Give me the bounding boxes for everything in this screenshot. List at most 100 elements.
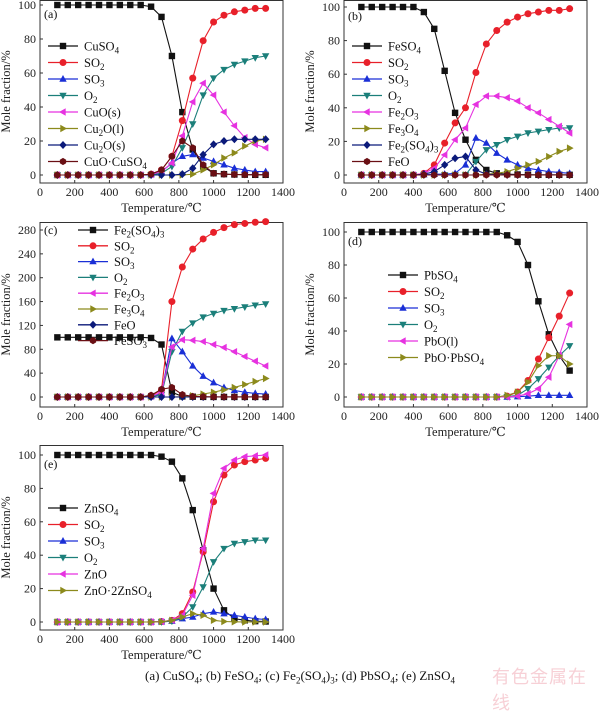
x-tick-label: 0 bbox=[341, 409, 347, 423]
data-point bbox=[358, 393, 366, 401]
data-point bbox=[483, 228, 490, 236]
legend-label: CuSO4 bbox=[84, 40, 120, 56]
y-tick-label: 80 bbox=[24, 342, 36, 356]
data-point bbox=[240, 452, 248, 461]
data-point bbox=[513, 133, 522, 141]
series-feo bbox=[358, 171, 573, 179]
x-tick-label: 200 bbox=[370, 185, 388, 199]
data-point bbox=[209, 91, 217, 99]
legend-label: Cu2O(l) bbox=[84, 122, 124, 138]
series-feso3 bbox=[54, 383, 269, 401]
data-point bbox=[231, 615, 238, 622]
panel-d: 0 200 400 600 800 1000 1200 1400 0 20 40 60 80 100 Tem… bbox=[303, 222, 599, 439]
data-point bbox=[462, 228, 469, 236]
data-point bbox=[546, 352, 553, 360]
legend-label: O2 bbox=[424, 318, 438, 334]
data-point bbox=[524, 130, 532, 137]
data-point bbox=[525, 161, 532, 169]
panel-c: 0 200 400 600 800 1000 1200 1400 0 40 80 120 160 200 2… bbox=[0, 218, 295, 439]
data-point bbox=[178, 132, 186, 140]
data-point bbox=[127, 618, 135, 626]
legend-marker bbox=[364, 124, 371, 133]
data-point bbox=[566, 144, 574, 152]
data-point bbox=[261, 135, 270, 144]
data-point bbox=[117, 618, 124, 626]
data-point bbox=[106, 618, 114, 626]
data-point bbox=[261, 537, 270, 545]
y-tick-label: 40 bbox=[328, 324, 340, 338]
series-cuo-cuso4 bbox=[54, 137, 269, 179]
data-point bbox=[462, 393, 470, 401]
y-tick-label: 60 bbox=[328, 67, 340, 81]
data-point bbox=[231, 383, 239, 392]
x-tick-label: 200 bbox=[370, 409, 388, 423]
data-point bbox=[168, 334, 176, 342]
data-point bbox=[525, 378, 532, 386]
data-point bbox=[74, 451, 82, 459]
y-tick-label: 100 bbox=[322, 225, 340, 239]
legend-label: ZnO·2ZnSO4 bbox=[84, 584, 152, 600]
x-tick-label: 200 bbox=[66, 409, 84, 423]
legend-label: PbSO4 bbox=[424, 269, 458, 285]
data-point bbox=[262, 393, 269, 401]
data-point bbox=[147, 391, 155, 399]
data-point bbox=[220, 170, 228, 178]
data-point bbox=[188, 336, 196, 345]
data-point bbox=[441, 139, 449, 147]
y-tick-label: 60 bbox=[24, 66, 36, 80]
data-point bbox=[64, 334, 71, 341]
data-point bbox=[523, 390, 531, 398]
y-tick-label: 60 bbox=[328, 291, 340, 305]
data-point bbox=[64, 171, 71, 179]
data-point bbox=[95, 334, 103, 341]
data-point bbox=[451, 154, 459, 163]
legend-label: PbO·PbSO4 bbox=[424, 351, 485, 367]
data-point bbox=[410, 3, 417, 11]
data-point bbox=[209, 310, 218, 318]
x-tick-label: 800 bbox=[170, 632, 188, 646]
data-point bbox=[440, 160, 449, 169]
data-point bbox=[524, 171, 532, 179]
data-point bbox=[209, 340, 217, 349]
data-point bbox=[95, 393, 103, 401]
data-point bbox=[95, 171, 103, 179]
data-point bbox=[137, 334, 144, 341]
data-point bbox=[358, 228, 365, 236]
data-point bbox=[252, 618, 260, 626]
x-tick-label: 1400 bbox=[575, 185, 599, 199]
data-point bbox=[472, 134, 480, 141]
legend-label: FeSO3 bbox=[114, 334, 147, 350]
data-point bbox=[410, 171, 417, 179]
data-point bbox=[209, 559, 218, 566]
data-point bbox=[472, 158, 480, 166]
watermark: 有色金属在线 bbox=[492, 667, 587, 714]
data-point bbox=[199, 544, 206, 553]
data-point bbox=[168, 298, 176, 306]
data-point bbox=[189, 612, 197, 620]
legend-label: SO2 bbox=[84, 518, 104, 534]
data-point bbox=[241, 304, 249, 311]
data-point bbox=[178, 328, 187, 336]
data-point bbox=[504, 391, 512, 400]
data-point bbox=[251, 302, 259, 310]
data-point bbox=[241, 58, 249, 66]
data-point bbox=[178, 170, 187, 179]
legend-marker bbox=[59, 504, 67, 512]
legend-label: Fe2O3 bbox=[114, 287, 145, 303]
y-axis-label: Mole fraction/% bbox=[303, 273, 317, 355]
data-point bbox=[241, 6, 249, 14]
x-tick-label: 600 bbox=[135, 632, 153, 646]
data-point bbox=[358, 3, 365, 11]
x-tick-label: 0 bbox=[37, 409, 43, 423]
data-point bbox=[221, 386, 228, 394]
data-point bbox=[482, 40, 490, 48]
data-point bbox=[493, 171, 500, 179]
data-point bbox=[85, 393, 92, 401]
data-point bbox=[420, 171, 427, 179]
data-point bbox=[219, 464, 227, 473]
x-tick-label: 1400 bbox=[575, 409, 599, 423]
data-point bbox=[241, 171, 248, 179]
y-tick-label: 160 bbox=[18, 295, 36, 309]
